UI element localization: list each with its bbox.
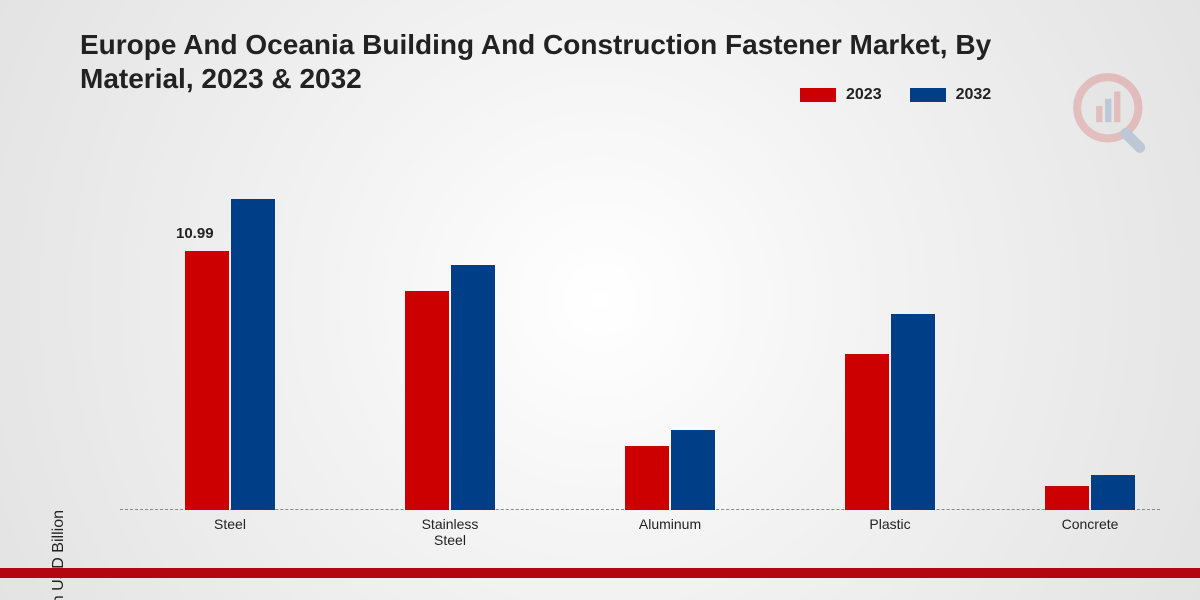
- category-label: StainlessSteel: [370, 510, 530, 548]
- bar-group: [845, 314, 935, 510]
- bar: [451, 265, 495, 510]
- legend-swatch-2023: [800, 88, 836, 102]
- legend: 2023 2032: [800, 86, 991, 104]
- footer-red-strip: [0, 568, 1200, 578]
- bar: [625, 446, 669, 510]
- bar: [405, 291, 449, 510]
- bar-group: [625, 430, 715, 510]
- bar-group: [405, 265, 495, 510]
- category-label: Concrete: [1010, 510, 1170, 532]
- legend-item-2023: 2023: [800, 86, 882, 104]
- legend-swatch-2032: [910, 88, 946, 102]
- category-label: Steel: [150, 510, 310, 532]
- plot-area: SteelStainlessSteelAluminumPlasticConcre…: [120, 180, 1160, 510]
- y-axis-label: Market Size in USD Billion: [50, 510, 68, 600]
- bar: [845, 354, 889, 510]
- legend-label-2023: 2023: [846, 86, 882, 104]
- bar: [231, 199, 275, 510]
- bar-group: [1045, 475, 1135, 510]
- bar: [671, 430, 715, 510]
- bar: [1091, 475, 1135, 510]
- bar: [891, 314, 935, 510]
- category-label: Plastic: [810, 510, 970, 532]
- watermark-logo-icon: [1070, 70, 1160, 160]
- bar: [1045, 486, 1089, 510]
- legend-label-2032: 2032: [956, 86, 992, 104]
- bar-group: [185, 199, 275, 510]
- bar-value-label: 10.99: [176, 225, 214, 242]
- legend-item-2032: 2032: [910, 86, 992, 104]
- category-label: Aluminum: [590, 510, 750, 532]
- bar: [185, 251, 229, 510]
